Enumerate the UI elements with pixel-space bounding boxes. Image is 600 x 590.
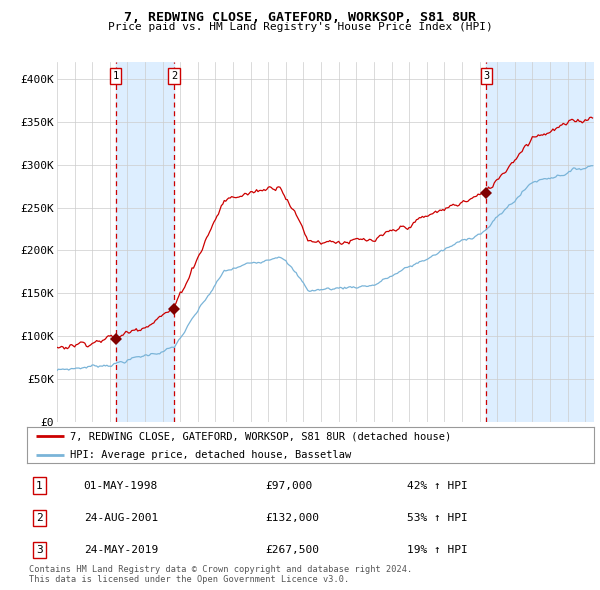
Text: 42% ↑ HPI: 42% ↑ HPI — [407, 481, 467, 491]
Text: £97,000: £97,000 — [265, 481, 313, 491]
Text: Contains HM Land Registry data © Crown copyright and database right 2024.: Contains HM Land Registry data © Crown c… — [29, 565, 412, 574]
Text: This data is licensed under the Open Government Licence v3.0.: This data is licensed under the Open Gov… — [29, 575, 349, 584]
Text: HPI: Average price, detached house, Bassetlaw: HPI: Average price, detached house, Bass… — [70, 450, 351, 460]
Text: 7, REDWING CLOSE, GATEFORD, WORKSOP, S81 8UR: 7, REDWING CLOSE, GATEFORD, WORKSOP, S81… — [124, 11, 476, 24]
Text: Price paid vs. HM Land Registry's House Price Index (HPI): Price paid vs. HM Land Registry's House … — [107, 22, 493, 32]
Bar — [487, 62, 594, 422]
Bar — [116, 62, 174, 422]
Text: 3: 3 — [36, 545, 43, 555]
Text: 19% ↑ HPI: 19% ↑ HPI — [407, 545, 467, 555]
Text: 2: 2 — [36, 513, 43, 523]
Text: 24-AUG-2001: 24-AUG-2001 — [84, 513, 158, 523]
Text: 01-MAY-1998: 01-MAY-1998 — [84, 481, 158, 491]
Text: 1: 1 — [113, 71, 119, 81]
Text: 1: 1 — [36, 481, 43, 491]
Text: 2: 2 — [171, 71, 177, 81]
Text: £132,000: £132,000 — [265, 513, 319, 523]
Text: 7, REDWING CLOSE, GATEFORD, WORKSOP, S81 8UR (detached house): 7, REDWING CLOSE, GATEFORD, WORKSOP, S81… — [70, 431, 451, 441]
Text: 24-MAY-2019: 24-MAY-2019 — [84, 545, 158, 555]
Text: £267,500: £267,500 — [265, 545, 319, 555]
Text: 3: 3 — [483, 71, 490, 81]
Text: 53% ↑ HPI: 53% ↑ HPI — [407, 513, 467, 523]
